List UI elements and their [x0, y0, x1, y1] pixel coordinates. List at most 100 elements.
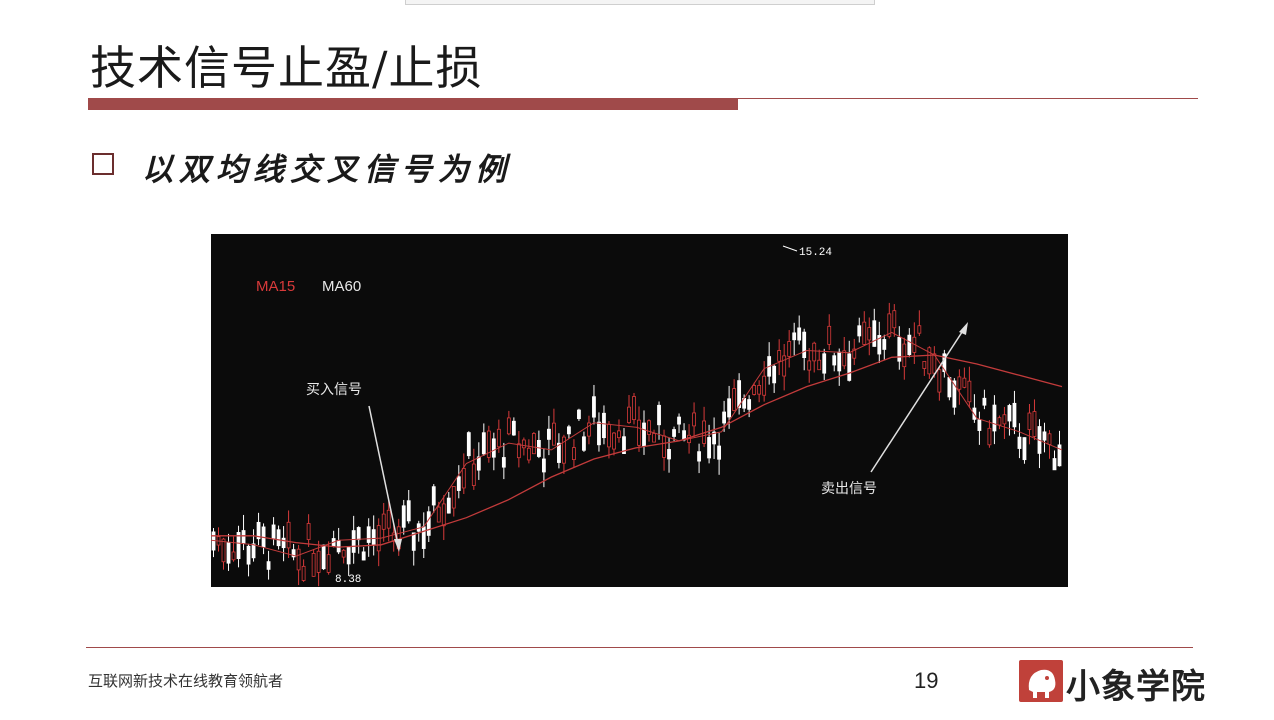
candle-body	[496, 428, 501, 448]
candle-body	[221, 538, 226, 563]
candle-body	[732, 388, 737, 411]
candle-body	[1012, 402, 1017, 428]
candle-body	[511, 420, 516, 436]
candle-body	[932, 353, 937, 374]
candle-body	[557, 442, 561, 463]
candle-body	[662, 435, 666, 458]
candle-body	[792, 332, 797, 341]
candle-body	[872, 320, 877, 347]
bullet-text: 以双均线交叉信号为例	[142, 152, 512, 188]
sell-arrow-head-icon	[959, 322, 968, 335]
candle-body	[1027, 412, 1032, 430]
candle-body	[567, 426, 571, 435]
candle-body	[341, 549, 346, 558]
candle-body	[597, 421, 601, 446]
candle-body	[266, 561, 271, 570]
candle-body	[607, 423, 611, 448]
candle-body	[346, 547, 351, 565]
candle-body	[501, 457, 506, 468]
candle-body	[882, 339, 887, 350]
candle-body	[897, 336, 902, 362]
candle-body	[1022, 437, 1027, 461]
candle-body	[321, 544, 326, 570]
candle-body	[461, 468, 466, 489]
candle-body	[451, 486, 456, 509]
candle-body	[647, 420, 651, 435]
candle-body	[722, 411, 727, 424]
candle-body	[572, 447, 576, 460]
candle-body	[712, 431, 716, 445]
footer-rule	[86, 647, 1193, 648]
candle-body	[546, 428, 551, 440]
candle-body	[832, 355, 837, 366]
candle-body	[857, 325, 862, 337]
candle-body	[752, 385, 757, 395]
candle-body	[827, 325, 832, 345]
legend-ma60: MA60	[322, 278, 361, 295]
candle-body	[356, 527, 361, 541]
candle-body	[782, 355, 787, 377]
title-underline-thin	[738, 98, 1198, 99]
candle-body	[717, 445, 721, 460]
candle-body	[1057, 444, 1062, 467]
candle-body	[797, 327, 802, 341]
candle-body	[271, 524, 276, 539]
candle-body	[1017, 436, 1022, 449]
candle-body	[516, 443, 521, 459]
candle-body	[231, 551, 236, 561]
candle-body	[622, 436, 626, 454]
candle-body	[907, 334, 912, 355]
candle-body	[802, 331, 807, 359]
candle-body	[807, 360, 812, 371]
candle-body	[306, 523, 311, 540]
candle-body	[727, 398, 732, 418]
candle-body	[642, 422, 646, 447]
stock-chart: MA15 MA60 15.24 8.38 买入信号 卖出信号	[211, 234, 1068, 587]
slide-title: 技术信号止盈/止损	[90, 41, 483, 95]
candle-body	[667, 449, 671, 460]
elephant-logo-icon	[1019, 660, 1063, 702]
candle-body	[747, 399, 752, 410]
candle-body	[301, 565, 306, 581]
buy-signal-label: 买入信号	[306, 382, 362, 398]
candle-body	[902, 343, 907, 368]
candle-body	[997, 417, 1002, 426]
candle-body	[296, 548, 301, 571]
title-underline-thick	[88, 98, 738, 110]
candle-body	[281, 537, 286, 549]
candle-body	[987, 427, 992, 446]
candle-body	[1052, 458, 1057, 471]
candle-body	[531, 433, 536, 455]
candle-body	[562, 436, 566, 464]
candle-body	[431, 486, 436, 506]
candle-body	[441, 503, 446, 527]
candle-body	[757, 385, 762, 395]
candle-body	[657, 404, 661, 426]
candle-body	[436, 506, 441, 523]
candle-body	[612, 432, 616, 450]
series-line-ma15	[211, 331, 1063, 557]
candle-body	[917, 325, 922, 334]
candle-body	[1042, 431, 1047, 441]
candle-body	[226, 542, 231, 564]
high-price-label: 15.24	[799, 247, 832, 259]
candle-body	[817, 359, 822, 371]
candle-body	[587, 422, 591, 437]
footer-slogan: 互联网新技术在线教育领航者	[88, 672, 284, 690]
page-number: 19	[914, 668, 939, 693]
candle-body	[446, 497, 451, 514]
low-price-label: 8.38	[335, 574, 361, 586]
candle-body	[582, 436, 586, 451]
candle-body	[627, 406, 631, 424]
candle-body	[426, 511, 431, 536]
candle-body	[577, 409, 581, 420]
candle-body	[852, 348, 857, 359]
candlesticks	[211, 302, 1062, 587]
candle-body	[592, 396, 596, 418]
candle-body	[877, 335, 882, 355]
candle-body	[777, 350, 782, 362]
candle-body	[326, 554, 331, 573]
candle-body	[1032, 411, 1037, 437]
candle-body	[1002, 414, 1007, 425]
candle-body	[361, 551, 366, 561]
